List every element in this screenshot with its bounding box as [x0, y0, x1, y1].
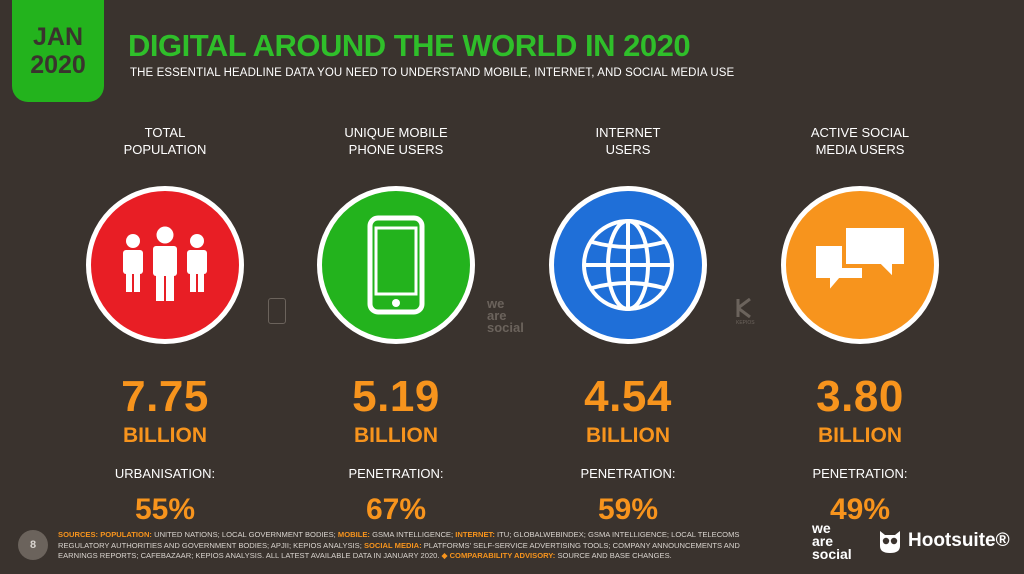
kepios-watermark: KEPIOS	[736, 298, 755, 326]
internet-text: ITU; GLOBALWEBINDEX; GSMA INTELLIGENCE; …	[58, 530, 740, 550]
stat-social-media-users: ACTIVE SOCIAL MEDIA USERS 3.80 BILLION PE…	[744, 124, 976, 526]
stat-sub-value: 49%	[829, 493, 891, 526]
badge-year: 2020	[30, 51, 86, 79]
brand-hootsuite: Hootsuite®	[908, 530, 1010, 551]
stat-label-line2: USERS	[605, 142, 651, 157]
stat-label: ACTIVE SOCIAL MEDIA USERS	[811, 124, 909, 164]
hootsuite-logo: Hootsuite®	[878, 528, 1010, 554]
stat-sub-value: 67%	[365, 493, 427, 526]
pop-label: POPULATION:	[100, 530, 152, 539]
we-are-social-logo: we are social	[812, 520, 852, 562]
stat-label: TOTAL POPULATION	[124, 124, 207, 164]
chat-bubbles-icon	[781, 186, 939, 344]
stat-sub-value: 55%	[134, 493, 196, 526]
stat-label-line2: POPULATION	[123, 142, 207, 157]
social-label: SOCIAL MEDIA:	[363, 540, 422, 550]
brand-are: are	[812, 533, 834, 549]
brand-social: social	[812, 546, 852, 562]
wm-are: are	[487, 308, 507, 323]
stat-mobile-users: UNIQUE MOBILE PHONE USERS 5.19 BILLION PE…	[280, 124, 512, 526]
stat-value: 3.80	[816, 372, 904, 421]
stat-internet-users: INTERNET USERS 4.54 BILLION PENETRATION: …	[512, 124, 744, 526]
stat-label: INTERNET USERS	[596, 124, 661, 164]
hootsuite-watermark-icon	[268, 298, 286, 324]
stat-label-line1: ACTIVE SOCIAL	[810, 125, 910, 140]
people-icon	[86, 186, 244, 344]
wm-social: social	[487, 320, 524, 335]
stat-unit: BILLION	[818, 424, 902, 447]
brand-we: we	[812, 520, 831, 536]
stat-label-line1: INTERNET	[595, 125, 661, 140]
internet-label: INTERNET:	[455, 530, 495, 539]
sources-label: SOURCES:	[58, 530, 99, 539]
stat-unit: BILLION	[354, 424, 438, 447]
kepios-logo-icon	[736, 298, 752, 318]
mobile-text: GSMA INTELLIGENCE;	[369, 530, 456, 539]
globe-icon	[549, 186, 707, 344]
advisory-label: ◆ COMPARABILITY ADVISORY:	[441, 551, 556, 560]
page-number: 8	[18, 530, 48, 560]
stat-label-line1: UNIQUE MOBILE	[344, 125, 448, 140]
stat-label-line2: MEDIA USERS	[815, 142, 905, 157]
page-title: DIGITAL AROUND THE WORLD IN 2020	[128, 28, 691, 63]
wm-kepios: KEPIOS	[736, 320, 755, 326]
stat-unit: BILLION	[123, 424, 207, 447]
stat-value: 4.54	[584, 372, 672, 421]
stat-sub-label: URBANISATION:	[114, 466, 216, 481]
stat-label: UNIQUE MOBILE PHONE USERS	[344, 124, 447, 164]
advisory-text: SOURCE AND BASE CHANGES.	[555, 551, 672, 560]
stat-sub-label: PENETRATION:	[580, 466, 676, 481]
mobile-label: MOBILE:	[337, 530, 370, 539]
stat-total-population: TOTAL POPULATION 7.75 BILLION URBANISATIO…	[49, 124, 281, 526]
mobile-phone-icon	[317, 186, 475, 344]
sources-text: SOURCES: POPULATION: UNITED NATIONS; LOC…	[58, 530, 770, 562]
badge-month: JAN	[32, 23, 83, 51]
stat-label-line1: TOTAL	[144, 125, 186, 140]
stat-label-line2: PHONE USERS	[348, 142, 444, 157]
stat-sub-label: PENETRATION:	[348, 466, 444, 481]
owl-icon	[880, 531, 900, 553]
date-badge: JAN 2020	[12, 0, 104, 102]
we-are-social-watermark: we are social	[487, 296, 524, 335]
stat-value: 7.75	[121, 372, 209, 421]
stat-value: 5.19	[352, 372, 440, 421]
wm-we: we	[487, 296, 505, 311]
stat-unit: BILLION	[586, 424, 670, 447]
page-subtitle: THE ESSENTIAL HEADLINE DATA YOU NEED TO …	[130, 67, 735, 79]
stat-sub-label: PENETRATION:	[812, 466, 908, 481]
pop-text: UNITED NATIONS; LOCAL GOVERNMENT BODIES;	[151, 530, 338, 539]
social-text: PLATFORMS' SELF-SERVICE ADVERTISING TOOL…	[58, 540, 740, 561]
stat-sub-value: 59%	[597, 493, 659, 526]
